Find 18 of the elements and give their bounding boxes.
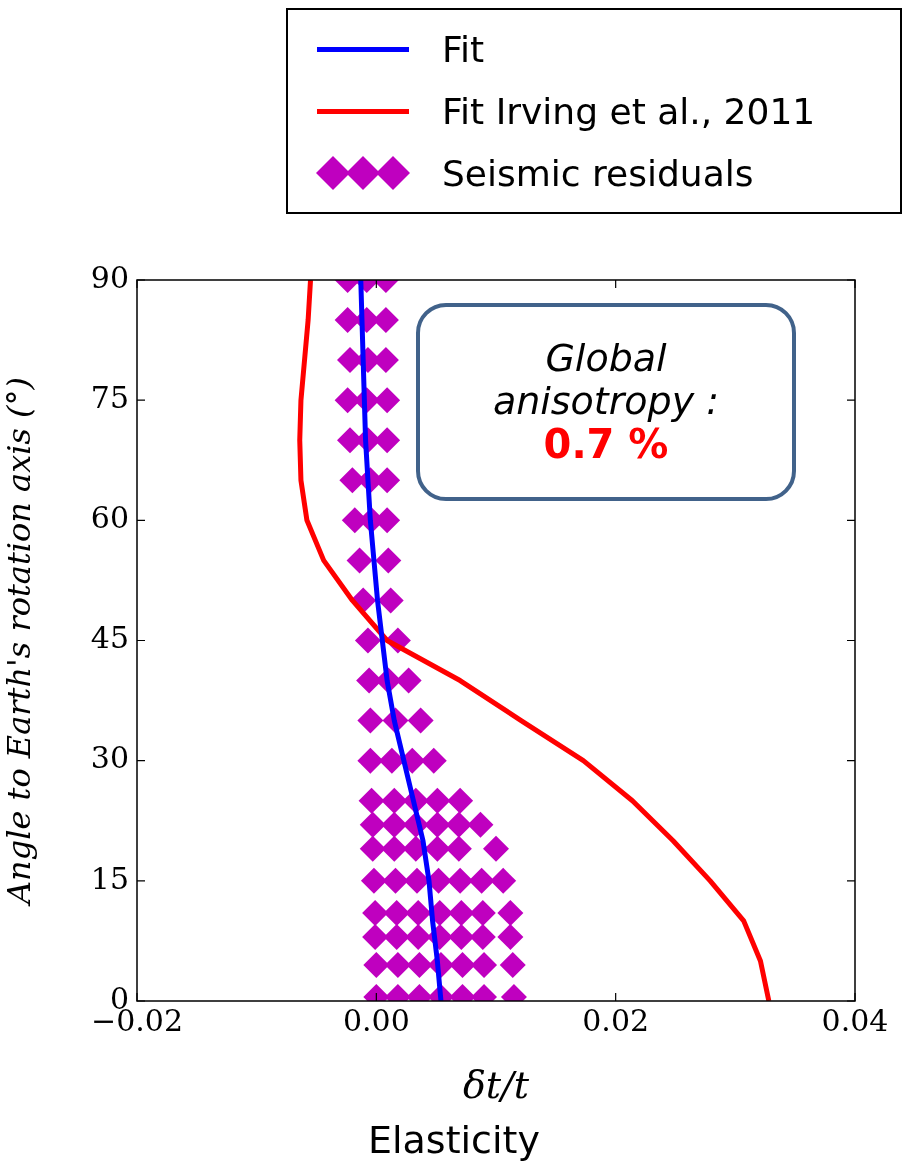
rounded-frame: Global anisotropy : 0.7 % — [416, 303, 796, 501]
text: Elasticity — [367, 1118, 541, 1162]
legend-label: Fit Irving et al., 2011 — [442, 90, 816, 132]
x-tick-label: 0.00 — [342, 1002, 410, 1038]
y-tick-label: 45 — [90, 620, 129, 656]
x-tick-label: 0.04 — [821, 1002, 889, 1038]
annotation: Global anisotropy : — [491, 336, 721, 423]
y-tick-label: 30 — [90, 740, 129, 776]
y-tick-label: 75 — [90, 379, 129, 415]
x-tick-label: 0.02 — [582, 1002, 650, 1038]
y-tick-label: 15 — [90, 860, 129, 896]
y-tick-label: 90 — [90, 259, 129, 295]
legend-label: Fit — [442, 28, 485, 70]
y-axis-title: Angle to Earth's rotation axis (°) — [0, 377, 38, 907]
annotation: 0.7 % — [543, 421, 669, 468]
legend-label: Seismic residuals — [442, 152, 754, 194]
x-axis-title: δt/t — [462, 1063, 530, 1108]
y-tick-label: 60 — [90, 500, 129, 536]
